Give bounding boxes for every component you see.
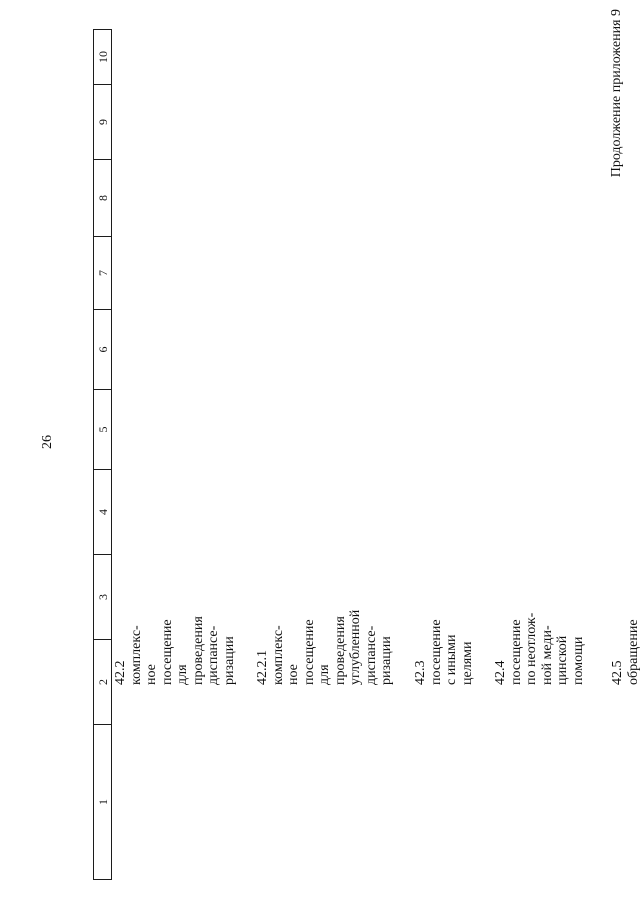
row-name-line: для — [317, 664, 332, 685]
table-row-42.2.1: 42.2.1 комплекс-ное посещение для проведения… — [255, 610, 395, 685]
row-name-line: ризации — [379, 636, 394, 685]
table-row-42.3: 42.3 посещение с иными целями — [413, 619, 475, 685]
column-number-8: 8 — [94, 159, 111, 236]
row-name-line: ной меди- — [539, 625, 555, 685]
column-number-3: 3 — [94, 554, 111, 639]
column-number-5: 5 — [94, 389, 111, 469]
row-name-line: обращение — [625, 619, 640, 685]
table-column-number-row: 1 2 3 4 5 6 7 8 9 10 — [93, 29, 112, 880]
row-code: 42.4 — [493, 660, 508, 686]
column-number-2: 2 — [94, 639, 111, 724]
row-name-line: ное — [286, 664, 301, 685]
row-name-line: посещение — [428, 619, 444, 685]
page-number: 26 — [40, 435, 55, 449]
row-name-line: посещение — [301, 619, 317, 685]
row-name-line: помощи — [570, 636, 586, 685]
table-row-42.4: 42.4 посещение по неотлож-ной меди-цинской… — [493, 613, 586, 685]
row-name-line: комплекс- — [270, 625, 286, 685]
row-name-line: цинской — [555, 635, 570, 685]
column-number-10: 10 — [94, 29, 111, 84]
column-number-1: 1 — [94, 724, 111, 879]
row-name-line: диспансе- — [363, 625, 379, 685]
appendix-continuation-label: Продолжение приложения 9 — [609, 9, 624, 178]
row-code: 42.3 — [413, 660, 428, 686]
row-name-line: для — [175, 664, 190, 685]
row-name-line: проведения — [332, 616, 348, 685]
row-name-line: проведения — [190, 616, 206, 685]
column-number-9: 9 — [94, 84, 111, 159]
row-name-line: с иными — [444, 634, 459, 685]
row-name-line: посещение — [159, 619, 175, 685]
row-code: 42.2 — [113, 660, 128, 686]
column-number-7: 7 — [94, 236, 111, 309]
table-row-42.2: 42.2 комплекс-ное посещение для проведения ди… — [113, 616, 237, 685]
table-row-42.5: 42.5 обращение — [610, 619, 640, 685]
column-number-6: 6 — [94, 309, 111, 389]
row-name-line: ное — [144, 664, 159, 685]
row-name-line: посещение — [508, 619, 524, 685]
row-name-line: по неотлож- — [524, 612, 539, 685]
row-code: 42.5 — [610, 660, 625, 686]
row-name-line: комплекс- — [128, 625, 144, 685]
row-code: 42.2.1 — [255, 650, 270, 685]
row-name-line: углубленной — [348, 609, 363, 685]
column-number-4: 4 — [94, 469, 111, 554]
row-name-line: целями — [459, 641, 475, 685]
row-name-line: ризации — [221, 636, 237, 685]
row-name-line: диспансе- — [206, 625, 221, 685]
